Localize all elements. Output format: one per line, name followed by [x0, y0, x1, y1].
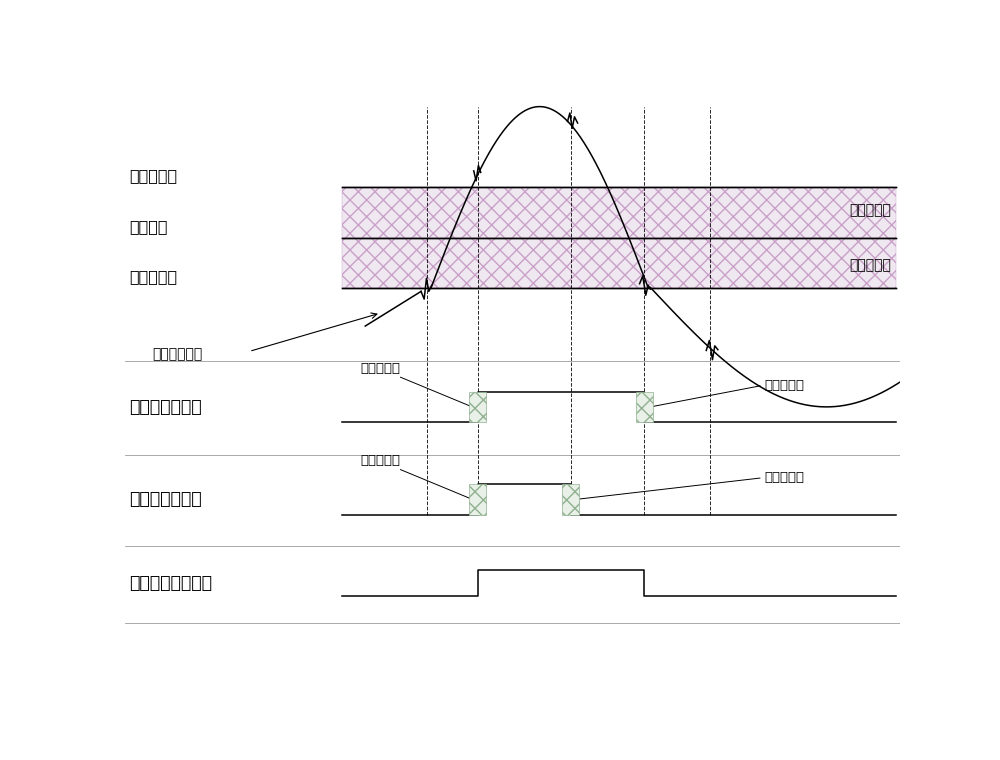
Text: 上迟滞区域: 上迟滞区域: [764, 471, 804, 484]
Bar: [342, 237, 896, 287]
Text: 上迟滞区域: 上迟滞区域: [360, 454, 400, 467]
Text: 触发阈値: 触发阈値: [129, 219, 167, 233]
Bar: [342, 188, 896, 238]
Text: 下迟滞区域: 下迟滞区域: [764, 378, 804, 392]
Text: 下迟滞区域: 下迟滞区域: [360, 362, 400, 375]
Text: 上迟滞区域: 上迟滞区域: [849, 203, 891, 217]
Bar: [562, 484, 579, 515]
Bar: [636, 391, 653, 423]
Text: 上迟滞阈値比较: 上迟滞阈値比较: [129, 490, 202, 508]
Text: 下迟滞阈値: 下迟滞阈値: [129, 269, 177, 283]
Bar: [469, 391, 486, 423]
Text: 脉冲锁存模块输出: 脉冲锁存模块输出: [129, 574, 212, 592]
Bar: [469, 484, 486, 515]
Text: 下迟滞阈値比较: 下迟滞阈値比较: [129, 398, 202, 416]
Text: 上迟滞阈値: 上迟滞阈値: [129, 169, 177, 184]
Text: 触发输入信号: 触发输入信号: [152, 347, 202, 362]
Text: 下迟滞区域: 下迟滞区域: [849, 258, 891, 272]
